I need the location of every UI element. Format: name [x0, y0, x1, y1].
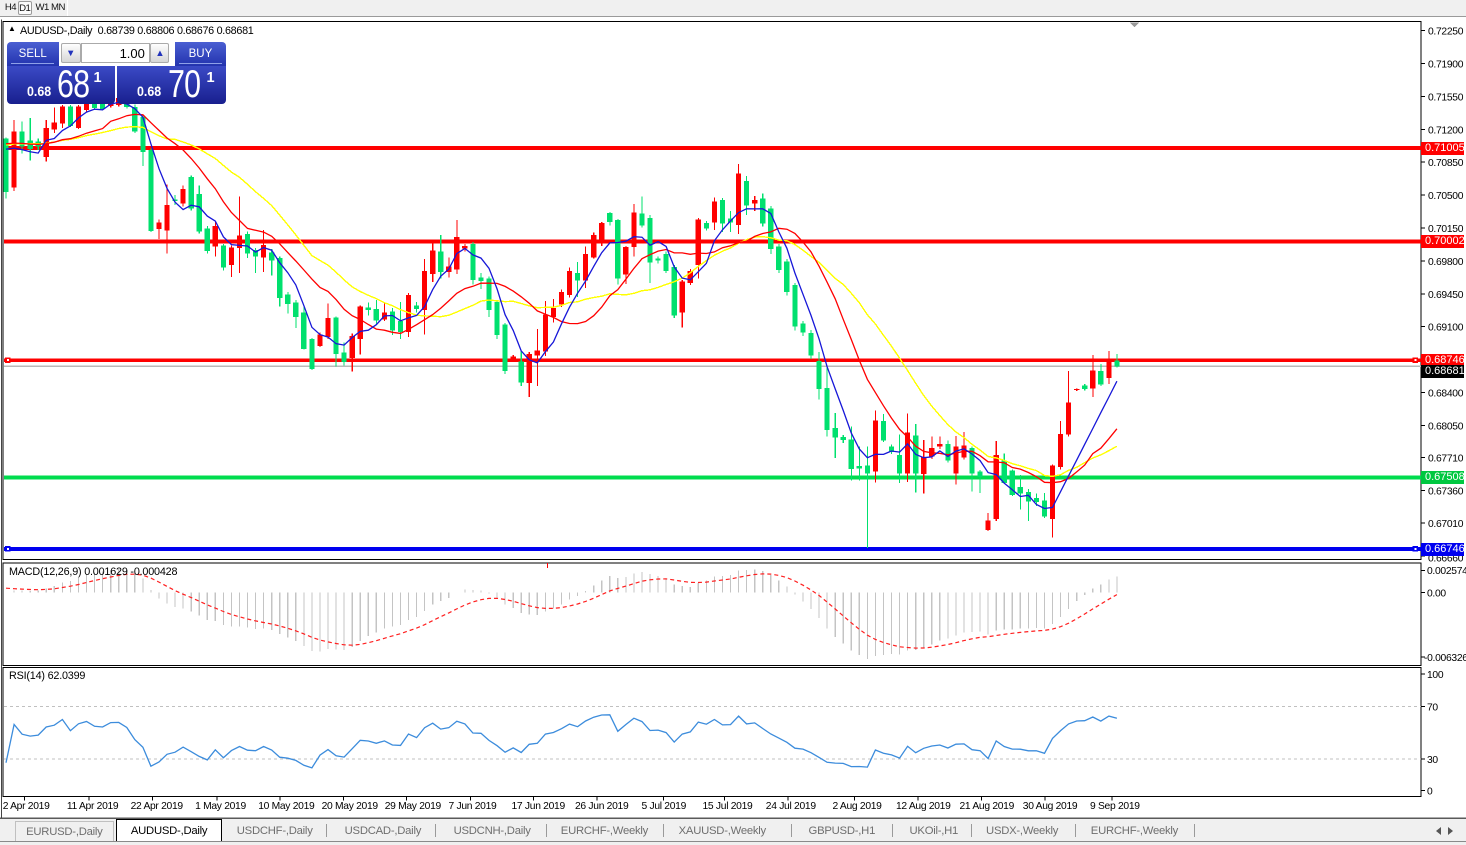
- svg-text:0.71900: 0.71900: [1428, 60, 1464, 71]
- svg-text:0.67010: 0.67010: [1428, 519, 1464, 530]
- svg-text:21 Aug 2019: 21 Aug 2019: [960, 801, 1015, 812]
- svg-text:1 May 2019: 1 May 2019: [195, 801, 246, 812]
- svg-text:0.67710: 0.67710: [1428, 453, 1464, 464]
- svg-text:2 Aug 2019: 2 Aug 2019: [833, 801, 883, 812]
- svg-text:30 Aug 2019: 30 Aug 2019: [1023, 801, 1078, 812]
- svg-text:5 Jul 2019: 5 Jul 2019: [642, 801, 687, 812]
- svg-text:0.002574: 0.002574: [1427, 566, 1466, 577]
- svg-text:0.68050: 0.68050: [1428, 421, 1464, 432]
- svg-text:0.71200: 0.71200: [1428, 125, 1464, 136]
- svg-text:15 Jul 2019: 15 Jul 2019: [703, 801, 754, 812]
- svg-text:0.67360: 0.67360: [1428, 486, 1464, 497]
- svg-text:0.71550: 0.71550: [1428, 92, 1464, 103]
- svg-text:-0.006326: -0.006326: [1424, 653, 1466, 664]
- svg-text:24 Jul 2019: 24 Jul 2019: [766, 801, 817, 812]
- svg-text:2 Apr 2019: 2 Apr 2019: [3, 801, 50, 812]
- svg-text:0.00: 0.00: [1427, 589, 1446, 600]
- svg-text:0.70850: 0.70850: [1428, 158, 1464, 169]
- svg-text:12 Aug 2019: 12 Aug 2019: [896, 801, 951, 812]
- svg-text:0.69100: 0.69100: [1428, 323, 1464, 334]
- svg-text:0.68400: 0.68400: [1428, 389, 1464, 400]
- svg-text:100: 100: [1427, 670, 1444, 681]
- svg-text:29 May 2019: 29 May 2019: [385, 801, 442, 812]
- svg-text:11 Apr 2019: 11 Apr 2019: [67, 801, 119, 812]
- svg-text:20 May 2019: 20 May 2019: [322, 801, 379, 812]
- svg-text:0.69450: 0.69450: [1428, 290, 1464, 301]
- svg-text:7 Jun 2019: 7 Jun 2019: [449, 801, 498, 812]
- svg-text:0.72250: 0.72250: [1428, 27, 1464, 38]
- svg-text:70: 70: [1427, 703, 1438, 714]
- svg-text:0.66660: 0.66660: [1428, 554, 1464, 565]
- svg-text:0.70150: 0.70150: [1428, 224, 1464, 235]
- svg-text:26 Jun 2019: 26 Jun 2019: [575, 801, 629, 812]
- svg-text:30: 30: [1427, 755, 1438, 766]
- svg-text:0.69800: 0.69800: [1428, 257, 1464, 268]
- svg-text:22 Apr 2019: 22 Apr 2019: [131, 801, 184, 812]
- svg-text:0: 0: [1427, 787, 1433, 798]
- svg-text:9 Sep 2019: 9 Sep 2019: [1090, 801, 1140, 812]
- svg-text:17 Jun 2019: 17 Jun 2019: [512, 801, 566, 812]
- svg-text:0.70500: 0.70500: [1428, 191, 1464, 202]
- svg-text:10 May 2019: 10 May 2019: [258, 801, 315, 812]
